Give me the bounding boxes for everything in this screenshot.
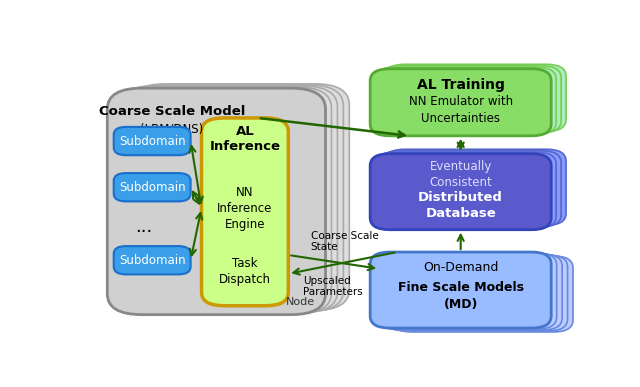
- FancyBboxPatch shape: [113, 87, 332, 313]
- Text: AL Training: AL Training: [417, 78, 504, 92]
- Text: Subdomain: Subdomain: [119, 181, 186, 194]
- FancyBboxPatch shape: [380, 66, 561, 133]
- Text: AL
Inference: AL Inference: [209, 125, 280, 153]
- FancyBboxPatch shape: [376, 253, 557, 329]
- FancyBboxPatch shape: [114, 173, 191, 201]
- FancyBboxPatch shape: [108, 88, 326, 315]
- Text: Fine Scale Models
(MD): Fine Scale Models (MD): [397, 281, 524, 311]
- FancyBboxPatch shape: [381, 254, 562, 330]
- FancyBboxPatch shape: [131, 84, 349, 310]
- Text: Task
Dispatch: Task Dispatch: [219, 257, 271, 286]
- FancyBboxPatch shape: [385, 149, 566, 225]
- Text: Coarse Scale
State: Coarse Scale State: [310, 231, 378, 252]
- FancyBboxPatch shape: [375, 152, 556, 228]
- FancyBboxPatch shape: [385, 64, 566, 131]
- Text: Node: Node: [286, 297, 316, 307]
- Text: Subdomain: Subdomain: [119, 135, 186, 147]
- FancyBboxPatch shape: [114, 127, 191, 155]
- FancyBboxPatch shape: [370, 69, 551, 136]
- FancyBboxPatch shape: [370, 252, 551, 328]
- FancyBboxPatch shape: [125, 85, 344, 312]
- Text: Distributed
Database: Distributed Database: [419, 191, 503, 220]
- FancyBboxPatch shape: [380, 151, 561, 227]
- Text: NN
Inference
Engine: NN Inference Engine: [217, 186, 273, 231]
- Text: (LBM/DNS): (LBM/DNS): [140, 122, 204, 135]
- FancyBboxPatch shape: [119, 86, 337, 312]
- Text: Upscaled
Parameters: Upscaled Parameters: [303, 276, 363, 297]
- FancyBboxPatch shape: [375, 67, 556, 134]
- Text: NN Emulator with
Uncertainties: NN Emulator with Uncertainties: [408, 95, 513, 125]
- Text: Coarse Scale Model: Coarse Scale Model: [99, 104, 245, 118]
- FancyBboxPatch shape: [370, 154, 551, 230]
- Text: ...: ...: [135, 218, 152, 236]
- FancyBboxPatch shape: [202, 118, 288, 306]
- FancyBboxPatch shape: [114, 246, 191, 274]
- Text: Subdomain: Subdomain: [119, 254, 186, 267]
- FancyBboxPatch shape: [387, 255, 568, 331]
- Text: Eventually
Consistent: Eventually Consistent: [429, 160, 492, 189]
- Text: On-Demand: On-Demand: [423, 261, 499, 274]
- FancyBboxPatch shape: [392, 256, 573, 332]
